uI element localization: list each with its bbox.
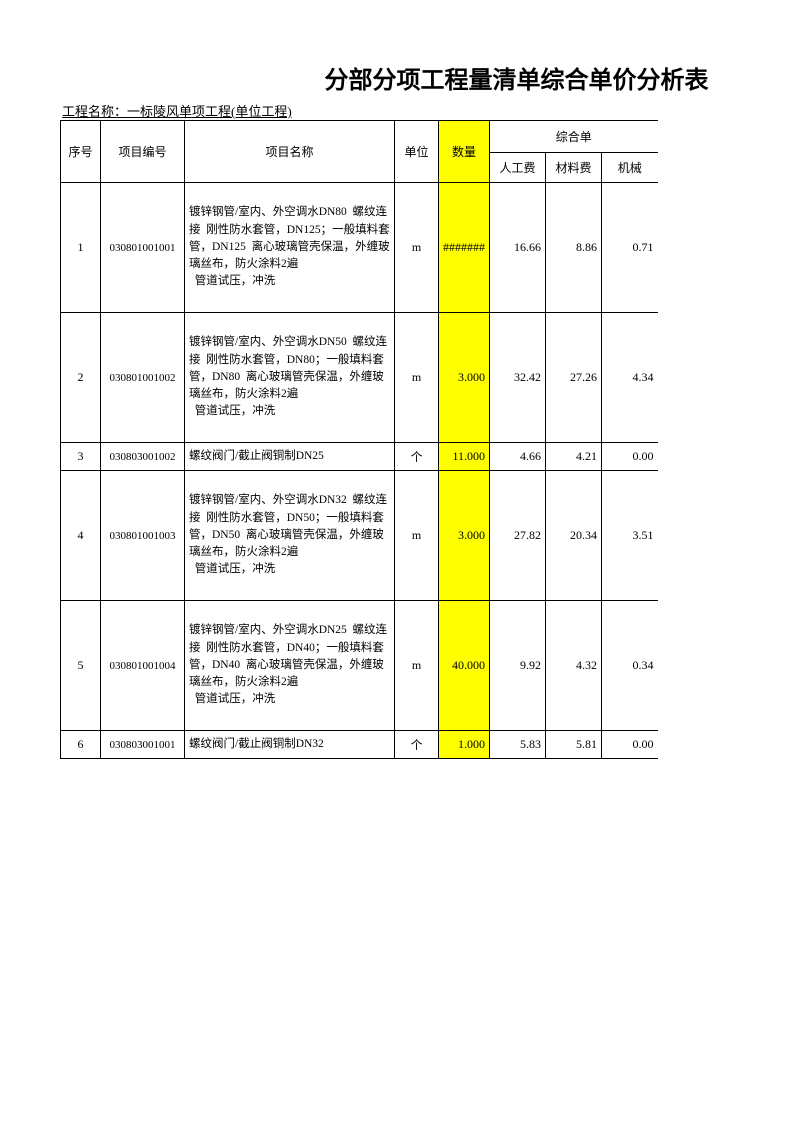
cell-unit: m (395, 601, 439, 731)
header-composite-group: 综合单 (490, 121, 658, 153)
cell-material-cost: 27.26 (546, 313, 602, 443)
header-labor: 人工费 (490, 153, 546, 183)
header-material: 材料费 (546, 153, 602, 183)
cell-code: 030803001001 (101, 731, 185, 759)
cell-unit: m (395, 313, 439, 443)
cell-seq: 3 (61, 443, 101, 471)
cell-material-cost: 4.32 (546, 601, 602, 731)
cell-seq: 5 (61, 601, 101, 731)
table-row: 3030803001002螺纹阀门/截止阀铜制DN25个11.0004.664.… (61, 443, 658, 471)
cell-qty: ####### (439, 183, 490, 313)
cell-name: 镀锌钢管/室内、外空调水DN25 螺纹连接 刚性防水套管，DN40；一般填料套管… (185, 601, 395, 731)
header-qty: 数量 (439, 121, 490, 183)
cell-name: 镀锌钢管/室内、外空调水DN80 螺纹连接 刚性防水套管，DN125；一般填料套… (185, 183, 395, 313)
cell-machinery-cost: 3.51 (602, 471, 658, 601)
header-machinery: 机械 (602, 153, 658, 183)
cell-unit: m (395, 183, 439, 313)
table-header: 序号 项目编号 项目名称 单位 数量 综合单 人工费 材料费 机械 (61, 121, 658, 183)
cell-unit: 个 (395, 443, 439, 471)
cell-code: 030803001002 (101, 443, 185, 471)
page-title: 分部分项工程量清单综合单价分析表 (60, 60, 793, 95)
table-row: 6030803001001螺纹阀门/截止阀铜制DN32个1.0005.835.8… (61, 731, 658, 759)
header-unit: 单位 (395, 121, 439, 183)
table-body: 1030801001001镀锌钢管/室内、外空调水DN80 螺纹连接 刚性防水套… (61, 183, 658, 759)
cell-labor-cost: 5.83 (490, 731, 546, 759)
cell-seq: 2 (61, 313, 101, 443)
cell-unit: m (395, 471, 439, 601)
table-row: 4030801001003镀锌钢管/室内、外空调水DN32 螺纹连接 刚性防水套… (61, 471, 658, 601)
header-name: 项目名称 (185, 121, 395, 183)
cell-machinery-cost: 0.00 (602, 443, 658, 471)
table-row: 1030801001001镀锌钢管/室内、外空调水DN80 螺纹连接 刚性防水套… (61, 183, 658, 313)
cell-code: 030801001004 (101, 601, 185, 731)
cell-material-cost: 5.81 (546, 731, 602, 759)
cell-code: 030801001003 (101, 471, 185, 601)
cell-labor-cost: 9.92 (490, 601, 546, 731)
table-row: 2030801001002镀锌钢管/室内、外空调水DN50 螺纹连接 刚性防水套… (61, 313, 658, 443)
cell-unit: 个 (395, 731, 439, 759)
cell-code: 030801001001 (101, 183, 185, 313)
cell-code: 030801001002 (101, 313, 185, 443)
header-seq: 序号 (61, 121, 101, 183)
cell-machinery-cost: 4.34 (602, 313, 658, 443)
cell-name: 镀锌钢管/室内、外空调水DN32 螺纹连接 刚性防水套管，DN50；一般填料套管… (185, 471, 395, 601)
cell-qty: 3.000 (439, 313, 490, 443)
project-name-label: 工程名称：一标陵风单项工程(单位工程) (60, 101, 793, 120)
cell-qty: 11.000 (439, 443, 490, 471)
table-row: 5030801001004镀锌钢管/室内、外空调水DN25 螺纹连接 刚性防水套… (61, 601, 658, 731)
cell-qty: 1.000 (439, 731, 490, 759)
cell-labor-cost: 4.66 (490, 443, 546, 471)
cell-labor-cost: 32.42 (490, 313, 546, 443)
cell-material-cost: 8.86 (546, 183, 602, 313)
cell-machinery-cost: 0.34 (602, 601, 658, 731)
bill-table: 序号 项目编号 项目名称 单位 数量 综合单 人工费 材料费 机械 103080… (60, 120, 658, 759)
cell-name: 螺纹阀门/截止阀铜制DN25 (185, 443, 395, 471)
cell-seq: 4 (61, 471, 101, 601)
cell-seq: 1 (61, 183, 101, 313)
cell-qty: 3.000 (439, 471, 490, 601)
header-code: 项目编号 (101, 121, 185, 183)
page: 分部分项工程量清单综合单价分析表 工程名称：一标陵风单项工程(单位工程) 序号 … (0, 0, 793, 759)
cell-labor-cost: 16.66 (490, 183, 546, 313)
cell-seq: 6 (61, 731, 101, 759)
cell-machinery-cost: 0.71 (602, 183, 658, 313)
cell-name: 螺纹阀门/截止阀铜制DN32 (185, 731, 395, 759)
cell-material-cost: 4.21 (546, 443, 602, 471)
cell-name: 镀锌钢管/室内、外空调水DN50 螺纹连接 刚性防水套管，DN80；一般填料套管… (185, 313, 395, 443)
cell-qty: 40.000 (439, 601, 490, 731)
cell-labor-cost: 27.82 (490, 471, 546, 601)
cell-machinery-cost: 0.00 (602, 731, 658, 759)
cell-material-cost: 20.34 (546, 471, 602, 601)
